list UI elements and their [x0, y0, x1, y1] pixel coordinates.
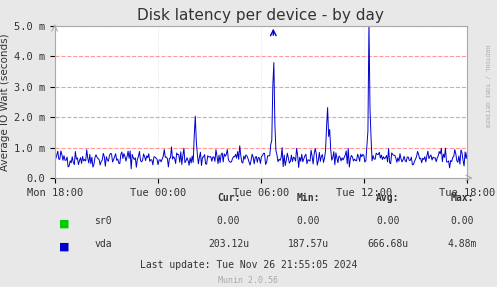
Text: Min:: Min:	[296, 193, 320, 203]
Text: Avg:: Avg:	[376, 193, 400, 203]
Text: 4.88m: 4.88m	[447, 239, 477, 249]
Text: 0.00: 0.00	[296, 216, 320, 226]
Text: 187.57u: 187.57u	[288, 239, 329, 249]
Text: ■: ■	[59, 219, 70, 229]
Text: Last update: Tue Nov 26 21:55:05 2024: Last update: Tue Nov 26 21:55:05 2024	[140, 260, 357, 270]
Text: 0.00: 0.00	[217, 216, 241, 226]
Text: Cur:: Cur:	[217, 193, 241, 203]
Text: Munin 2.0.56: Munin 2.0.56	[219, 276, 278, 285]
Text: vda: vda	[94, 239, 112, 249]
Text: RRDTOOL / TOBI OETIKER: RRDTOOL / TOBI OETIKER	[485, 45, 490, 127]
Text: ■: ■	[59, 242, 70, 252]
Text: 0.00: 0.00	[450, 216, 474, 226]
Text: Max:: Max:	[450, 193, 474, 203]
Text: 0.00: 0.00	[376, 216, 400, 226]
Text: 666.68u: 666.68u	[367, 239, 408, 249]
Title: Disk latency per device - by day: Disk latency per device - by day	[138, 8, 384, 23]
Y-axis label: Average IO Wait (seconds): Average IO Wait (seconds)	[0, 33, 9, 171]
Text: 203.12u: 203.12u	[208, 239, 249, 249]
Text: sr0: sr0	[94, 216, 112, 226]
